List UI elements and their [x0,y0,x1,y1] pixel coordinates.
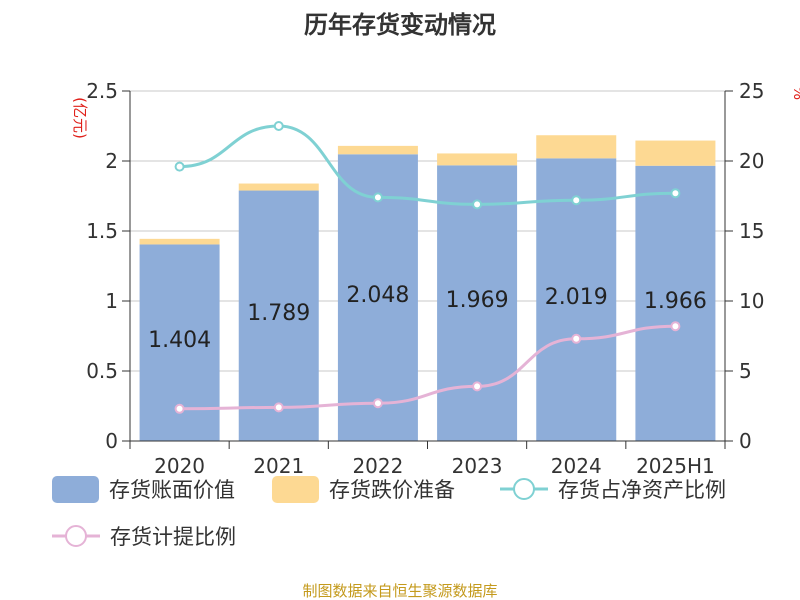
x-tick-label: 2024 [551,454,602,478]
y-tick-label: 2 [105,149,118,173]
bar-inventory-book-value [437,165,518,441]
point-impairment-ratio [174,403,185,414]
bar-inventory-book-value [238,190,319,441]
bar-inventory-impairment [536,135,617,159]
bar-value-label: 1.789 [247,301,310,326]
legend-label: 存货占净资产比例 [558,478,726,502]
lines [174,121,681,414]
bar-inventory-impairment [437,153,518,166]
y2-tick-label: 15 [739,219,764,243]
x-tick-label: 2022 [352,454,403,478]
y-tick-label: 0.5 [86,359,118,383]
bar-inventory-impairment [238,183,319,191]
legend-label: 存货跌价准备 [329,478,455,502]
bars [139,135,716,441]
point-inventory-to-net-assets [273,121,284,131]
point-inventory-to-net-assets [571,195,582,206]
x-tick-label: 2020 [154,454,205,478]
bar-value-label: 1.404 [148,328,211,353]
bar-inventory-impairment [337,145,418,155]
point-impairment-ratio [571,333,582,344]
point-impairment-ratio [273,402,284,413]
bar-inventory-impairment [635,140,716,166]
axes: 0 0.5 1 1.5 2 2.5 0 5 10 15 20 25 2020 2021 2022 2023 20… [86,79,764,478]
point-inventory-to-net-assets [472,199,483,210]
legend-marker [513,478,535,500]
bar-inventory-book-value [536,158,617,441]
x-tick-label: 2025H1 [636,454,715,478]
y2-tick-label: 10 [739,289,764,313]
y-tick-label: 1 [105,289,118,313]
y-axis-unit-label: (亿元) [71,97,89,139]
point-impairment-ratio [372,398,383,409]
point-impairment-ratio [472,381,483,392]
bar-value-label: 1.966 [644,289,707,314]
bar-value-label: 2.019 [545,285,608,310]
legend-label: 存货计提比例 [110,525,236,549]
legend-swatch [52,476,99,503]
point-impairment-ratio [670,321,681,332]
x-tick-label: 2023 [452,454,503,478]
y-tick-label: 1.5 [86,219,118,243]
bar-inventory-impairment [139,238,220,245]
y2-tick-label: 25 [739,79,764,103]
bar-value-label: 2.048 [346,283,409,308]
y2-tick-label: 20 [739,149,764,173]
y2-axis-unit-label: % [790,86,800,100]
source-note: 制图数据来自恒生聚源数据库 [302,582,497,600]
point-inventory-to-net-assets [174,161,185,172]
point-inventory-to-net-assets [372,192,383,203]
line-inventory-to-net-assets [179,124,676,206]
legend-marker [65,525,87,547]
y-tick-label: 0 [105,429,118,453]
gridlines [130,90,725,372]
y-tick-label: 2.5 [86,79,118,103]
y2-tick-label: 5 [739,359,752,383]
bar-inventory-book-value [635,165,716,441]
legend-swatch [272,476,319,503]
bar-value-labels: 1.404 1.789 2.048 1.969 2.019 1.966 [148,283,707,353]
legend-label: 存货账面价值 [109,478,235,502]
line-impairment-ratio [179,324,676,411]
point-inventory-to-net-assets [670,188,681,199]
bar-value-label: 1.969 [446,288,509,313]
x-tick-label: 2021 [253,454,304,478]
chart-title: 历年存货变动情况 [304,11,496,39]
y2-tick-label: 0 [739,429,752,453]
